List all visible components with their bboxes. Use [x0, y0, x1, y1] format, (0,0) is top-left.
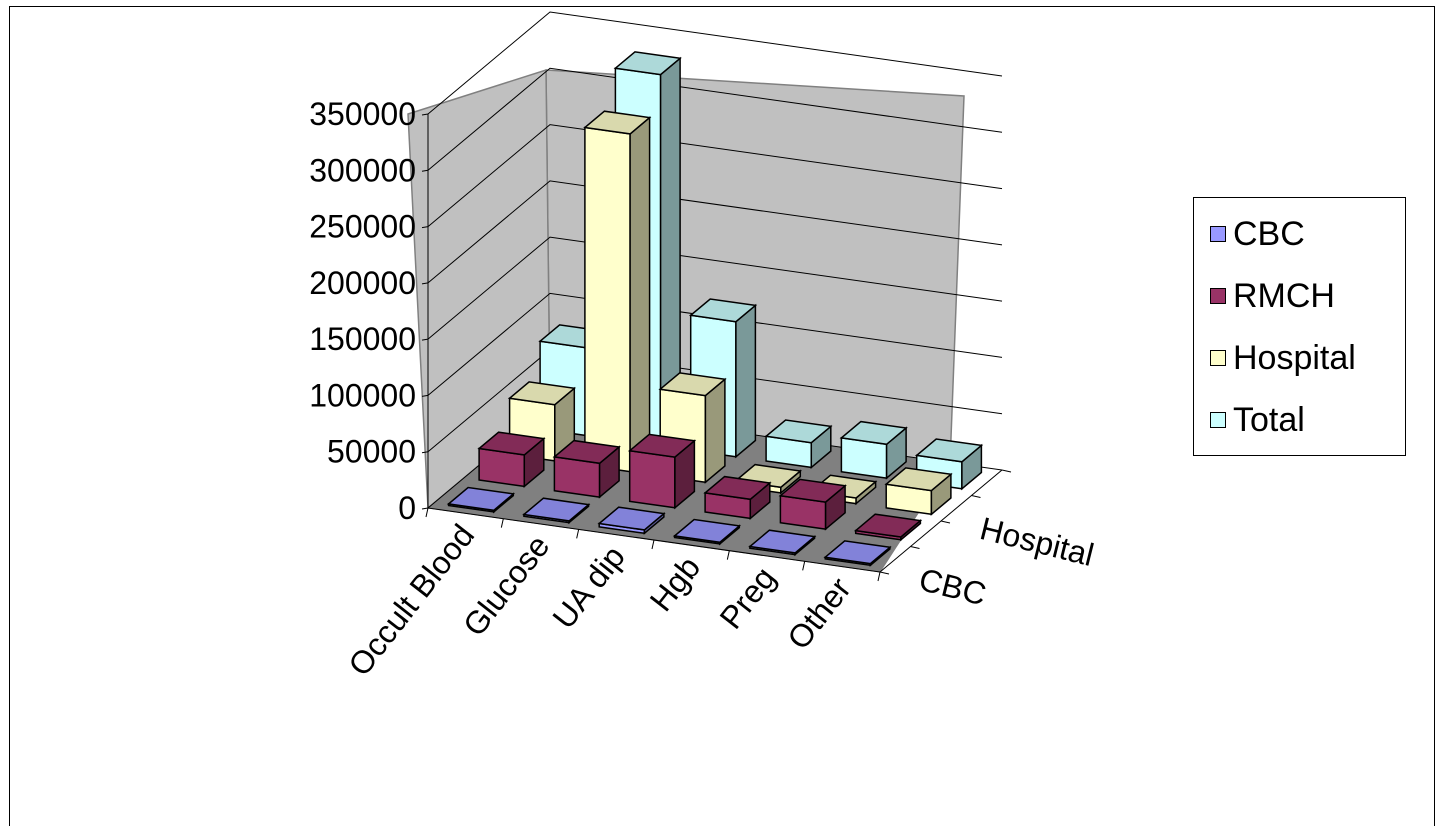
y-tick-label: 150000 [309, 321, 416, 357]
y-tick-label: 300000 [309, 152, 416, 188]
y-tick [421, 451, 429, 454]
bar-top [688, 298, 758, 323]
bar-top [658, 372, 727, 397]
gridline [427, 180, 1003, 284]
depth-tick [910, 546, 920, 549]
depth-tick [940, 520, 951, 524]
bar-side [704, 377, 726, 484]
bar-rmch-hgb [703, 475, 772, 521]
bar-top [522, 497, 591, 522]
bar-hospital-other [884, 467, 953, 516]
y-tick-label: 350000 [309, 96, 416, 132]
x-tick-label: UA dip [545, 539, 631, 635]
bar-top [839, 420, 908, 446]
bar-cbc-ua-dip [597, 506, 666, 535]
legend-item-cbc: CBC [1210, 214, 1305, 254]
bar-top [884, 467, 953, 492]
x-tick [877, 571, 881, 582]
x-tick [500, 518, 504, 528]
x-tick-label: Occult Blood [341, 517, 481, 682]
x-tick-label: Hgb [643, 549, 708, 617]
y-tick [421, 394, 429, 397]
y-tick [421, 282, 429, 285]
bar-top [764, 419, 833, 444]
bar-rmch-other [853, 513, 923, 542]
bar-top [627, 433, 697, 458]
bar-total-preg [839, 420, 908, 480]
x-tick [425, 507, 429, 518]
legend-swatch-cbc [1210, 226, 1226, 242]
y-tick-label: 200000 [309, 265, 416, 301]
bar-top [914, 438, 984, 463]
depth-label: CBC [916, 561, 990, 612]
gridline [427, 11, 1003, 115]
bar-cbc-other [823, 540, 892, 567]
bar-top [748, 529, 817, 554]
bar-top [672, 518, 742, 544]
bar-hospital-glucose [583, 110, 652, 474]
x-tick [576, 529, 580, 539]
y-tick [421, 507, 429, 510]
y-axis: 0 50000 100000 150000 200000 250000 300000 3500… [309, 96, 429, 526]
legend-swatch-total [1210, 412, 1226, 428]
gridline [427, 67, 1003, 171]
bar-top [613, 51, 682, 76]
x-tick [726, 550, 730, 560]
bar-side [735, 303, 757, 459]
bar-cbc-preg [748, 529, 817, 557]
legend-item-total: Total [1210, 400, 1305, 440]
bar-top [703, 475, 772, 501]
bars [446, 51, 984, 567]
y-tick [421, 113, 429, 116]
y-tick [421, 338, 429, 341]
legend-swatch-rmch [1210, 288, 1226, 304]
legend-label: Hospital [1233, 338, 1356, 377]
legend-label: RMCH [1233, 276, 1335, 315]
depth-tick [879, 571, 890, 575]
x-tick-label: Preg [713, 560, 783, 635]
y-tick [421, 169, 429, 172]
bar-top [823, 540, 892, 565]
bar-top [446, 486, 516, 512]
bar-top [583, 110, 652, 135]
bar-top [477, 431, 546, 456]
depth-tick [1001, 469, 1012, 473]
bar-side [629, 115, 651, 474]
x-tick [802, 561, 806, 571]
bar-top [507, 381, 577, 406]
y-tick-label: 100000 [309, 377, 416, 413]
y-tick-label: 0 [398, 490, 416, 526]
bar-cbc-occult-blood [446, 486, 516, 514]
bar-rmch-glucose [552, 439, 621, 499]
bar-top [552, 439, 621, 465]
legend-label: Total [1233, 400, 1305, 439]
bar-top [597, 506, 666, 531]
bar-rmch-occult-blood [477, 431, 546, 489]
y-tick-label: 250000 [309, 209, 416, 245]
depth-label: Hospital [977, 510, 1098, 573]
legend-item-rmch: RMCH [1210, 276, 1335, 316]
x-tick [651, 539, 655, 550]
bar-total-hgb [764, 419, 833, 470]
bar-top [778, 478, 847, 503]
gridline [427, 292, 1003, 396]
bar-cbc-glucose [522, 497, 591, 525]
bar-rmch-preg [778, 478, 847, 531]
legend-item-hospital: Hospital [1210, 338, 1356, 378]
depth-tick [971, 495, 981, 498]
legend-label: CBC [1233, 214, 1305, 253]
legend: CBC RMCH Hospital Total [1193, 197, 1406, 456]
bar-top [853, 513, 923, 538]
x-tick-label: Other [780, 571, 858, 657]
bar-front [628, 449, 676, 509]
bar-rmch-ua-dip [627, 433, 697, 510]
y-tick [421, 226, 429, 229]
gridline [427, 236, 1003, 340]
legend-swatch-hospital [1210, 350, 1226, 366]
y-tick-label: 50000 [327, 434, 416, 470]
gridline [427, 124, 1003, 227]
bar-cbc-hgb [672, 518, 742, 546]
bar-front [584, 126, 631, 473]
